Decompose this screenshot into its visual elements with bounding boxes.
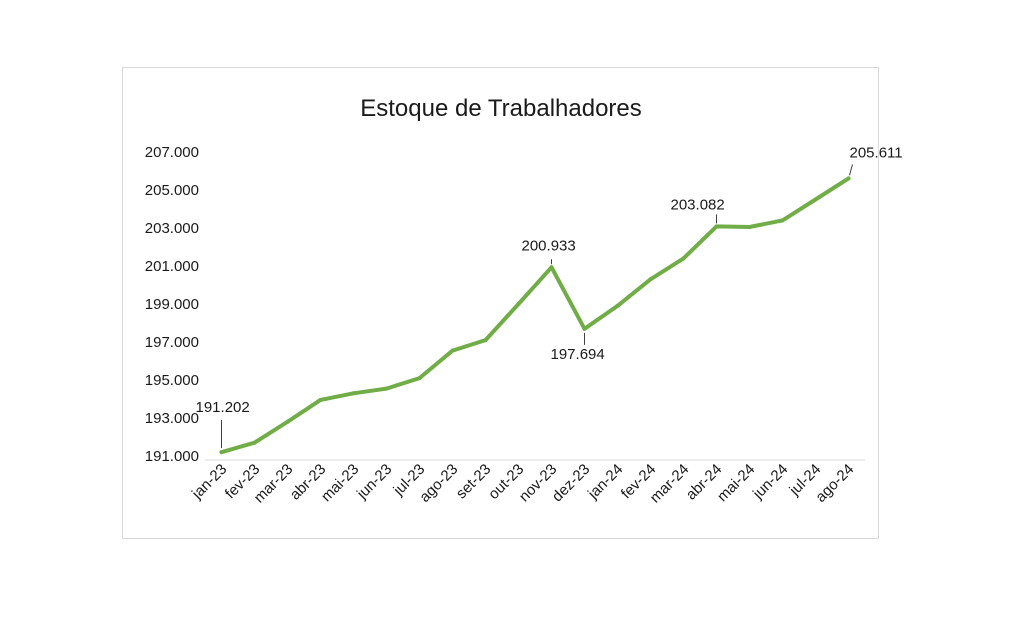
data-point xyxy=(549,265,554,270)
data-point xyxy=(285,419,290,424)
x-tick-label: jun-24 xyxy=(749,461,791,503)
x-tick-label: jun-23 xyxy=(353,461,395,503)
y-tick-label: 193.000 xyxy=(145,410,199,427)
data-point xyxy=(384,386,389,391)
data-point xyxy=(252,440,257,445)
x-tick-label: mai-24 xyxy=(714,461,758,505)
series-polyline xyxy=(219,176,851,455)
x-tick-label: set-23 xyxy=(453,461,495,503)
data-point xyxy=(813,197,818,202)
data-point xyxy=(681,256,686,261)
data-point xyxy=(780,218,785,223)
series-line xyxy=(219,176,851,455)
data-label: 200.933 xyxy=(522,237,576,254)
x-tick-label: jan-23 xyxy=(188,461,230,503)
y-tick-label: 201.000 xyxy=(145,258,199,275)
y-axis: 191.000 193.000 195.000 197.000 199.000 201.0… xyxy=(145,144,199,465)
data-point xyxy=(516,302,521,306)
data-point xyxy=(615,303,620,308)
data-point xyxy=(747,225,752,230)
data-point xyxy=(417,376,422,381)
y-tick-label: 197.000 xyxy=(145,334,199,351)
y-tick-label: 203.000 xyxy=(145,220,199,237)
data-point xyxy=(219,450,224,455)
data-label-leader xyxy=(849,164,853,176)
data-point xyxy=(450,348,455,353)
data-point xyxy=(582,326,587,331)
y-tick-label: 207.000 xyxy=(145,144,199,161)
data-label: 191.202 xyxy=(196,399,250,416)
x-tick-label: jan-24 xyxy=(584,461,626,503)
x-tick-label: dez-23 xyxy=(549,461,593,505)
data-point xyxy=(846,176,851,181)
data-label: 197.694 xyxy=(551,346,605,363)
data-point xyxy=(714,224,719,229)
data-label: 205.611 xyxy=(850,144,903,161)
data-point xyxy=(648,277,653,282)
data-labels: 191.202 200.933 197.694 203.082 205.611 xyxy=(196,144,903,449)
data-point xyxy=(318,397,323,402)
chart-title: Estoque de Trabalhadores xyxy=(360,95,642,122)
y-tick-label: 195.000 xyxy=(145,372,199,389)
y-tick-label: 199.000 xyxy=(145,296,199,313)
data-label: 203.082 xyxy=(671,196,725,213)
data-point xyxy=(483,338,488,343)
x-axis: jan-23fev-23mar-23abr-23mai-23jun-23jul-… xyxy=(188,461,857,507)
x-tick-label: mai-23 xyxy=(318,461,362,505)
y-tick-label: 205.000 xyxy=(145,182,199,199)
y-tick-label: 191.000 xyxy=(145,448,199,465)
data-point xyxy=(351,391,356,396)
